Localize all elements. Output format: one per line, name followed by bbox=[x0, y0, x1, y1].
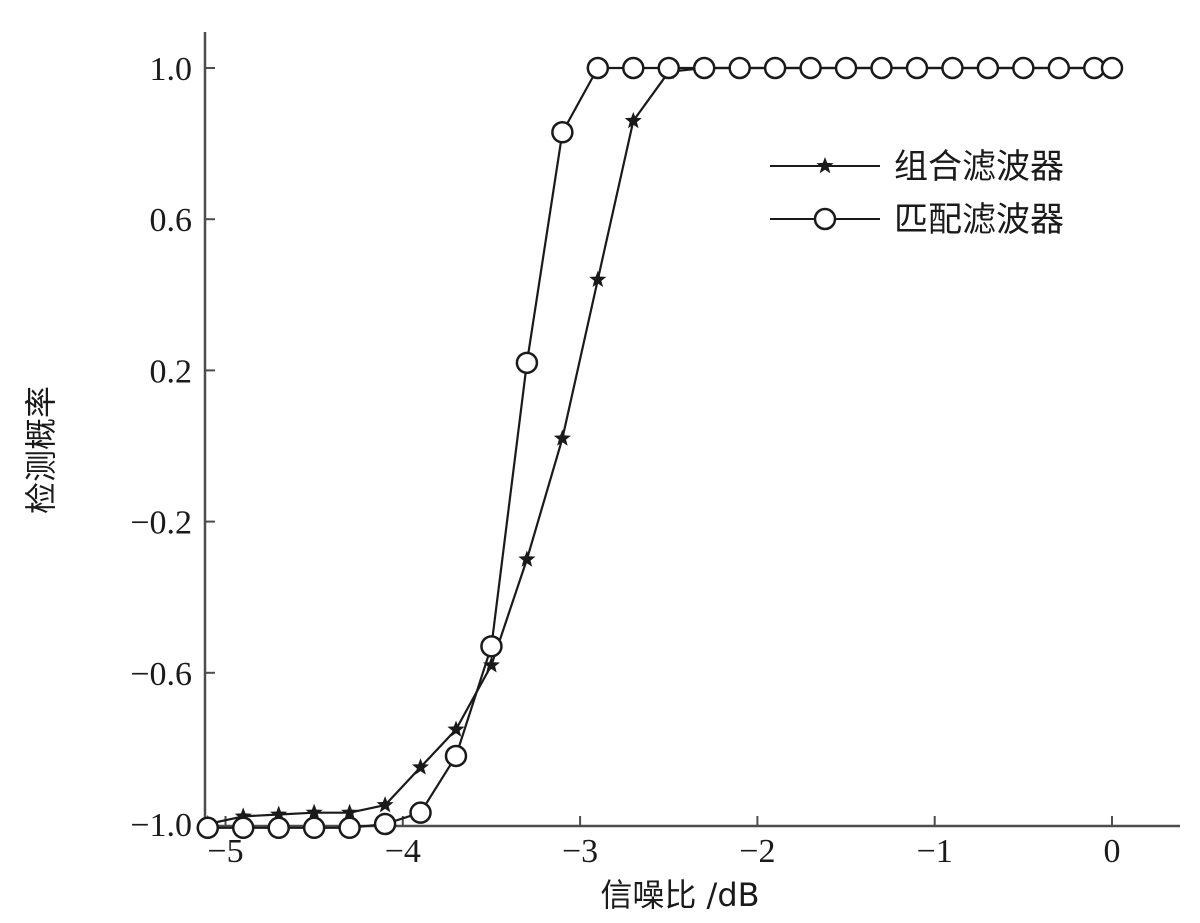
legend-item-combined-filter: 组合滤波器 bbox=[770, 147, 1064, 187]
data-point-circle bbox=[905, 56, 929, 80]
y-ticks: −1.0 −0.6 −0.2 0.2 0.6 1.0 bbox=[130, 51, 215, 844]
y-tick-label: 0.2 bbox=[150, 353, 193, 390]
data-point-circle bbox=[622, 56, 645, 80]
data-point-circle bbox=[551, 121, 574, 144]
data-point-circle bbox=[480, 635, 503, 658]
data-point-circle bbox=[941, 56, 964, 80]
data-point-star bbox=[412, 758, 430, 775]
data-point-star bbox=[376, 796, 394, 813]
data-point-circle bbox=[515, 351, 539, 375]
data-point-circle bbox=[586, 56, 610, 80]
data-point-circle bbox=[799, 56, 822, 80]
legend-circle-marker-icon bbox=[813, 207, 837, 231]
x-tick-label: 0 bbox=[1104, 833, 1121, 870]
data-point-circle bbox=[976, 56, 1000, 80]
y-tick-label: 0.6 bbox=[150, 202, 193, 239]
data-point-circle bbox=[1100, 56, 1124, 80]
x-ticks: −5 −4 −3 −2 −1 0 bbox=[207, 816, 1121, 870]
data-point-star bbox=[624, 111, 642, 129]
legend-label-matched: 匹配滤波器 bbox=[894, 200, 1064, 240]
x-tick-label: −1 bbox=[917, 833, 953, 870]
data-point-circle bbox=[338, 816, 361, 840]
y-tick-label: −1.0 bbox=[130, 807, 192, 844]
data-point-circle bbox=[834, 56, 858, 80]
legend: 组合滤波器 匹配滤波器 bbox=[770, 147, 1064, 240]
data-point-circle bbox=[1012, 56, 1035, 80]
legend-label-combined: 组合滤波器 bbox=[894, 147, 1064, 187]
data-point-star bbox=[589, 270, 607, 287]
data-point-star bbox=[305, 803, 323, 820]
legend-item-matched-filter: 匹配滤波器 bbox=[770, 200, 1064, 240]
data-point-circle bbox=[267, 816, 290, 840]
data-point-star bbox=[518, 550, 536, 567]
data-point-circle bbox=[728, 56, 751, 80]
x-axis-label: 信噪比 /dB bbox=[600, 876, 759, 914]
data-point-star bbox=[447, 720, 465, 737]
data-point-circle bbox=[409, 801, 432, 824]
data-point-circle bbox=[1047, 56, 1071, 80]
x-tick-label: −2 bbox=[739, 833, 775, 870]
data-point-circle bbox=[870, 56, 893, 80]
x-tick-label: −4 bbox=[385, 833, 421, 870]
data-point-circle bbox=[444, 744, 468, 768]
data-point-star bbox=[482, 656, 500, 673]
series-layer bbox=[196, 56, 1124, 840]
x-tick-label: −5 bbox=[207, 833, 243, 870]
data-point-circle bbox=[657, 56, 680, 80]
data-point-circle bbox=[231, 816, 255, 840]
data-point-star bbox=[553, 429, 571, 446]
series-matched-filter bbox=[196, 56, 1124, 840]
y-tick-label: −0.6 bbox=[130, 656, 192, 693]
data-point-star bbox=[234, 807, 252, 824]
data-point-star bbox=[341, 803, 359, 820]
data-point-circle bbox=[373, 812, 397, 836]
legend-star-marker-icon bbox=[816, 157, 834, 174]
data-point-circle bbox=[302, 816, 326, 840]
data-point-star bbox=[270, 805, 288, 822]
data-point-circle bbox=[763, 56, 787, 80]
y-tick-label: −0.2 bbox=[130, 505, 192, 542]
data-point-circle bbox=[692, 56, 716, 80]
y-axis-label: 检测概率 bbox=[22, 386, 60, 514]
x-tick-label: −3 bbox=[562, 833, 598, 870]
data-point-circle bbox=[196, 816, 220, 840]
y-tick-label: 1.0 bbox=[150, 51, 193, 88]
